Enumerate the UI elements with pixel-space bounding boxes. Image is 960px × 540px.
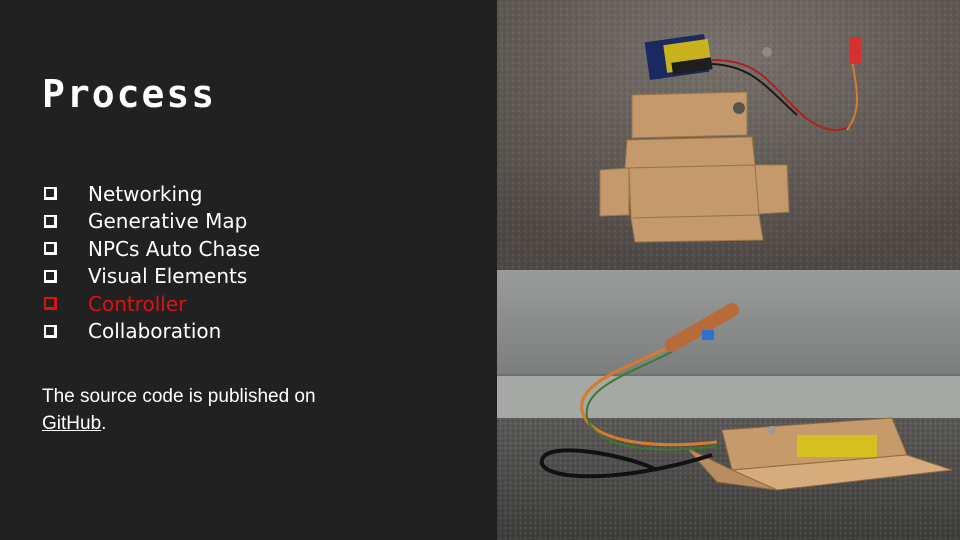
empty-checkbox-icon: [44, 215, 57, 228]
cardboard-template-illustration: [497, 0, 960, 270]
checklist-item-generative-map: Generative Map: [44, 208, 260, 236]
process-checklist: Networking Generative Map NPCs Auto Chas…: [44, 180, 260, 345]
checklist-item-controller: Controller: [44, 290, 260, 318]
checklist-item-networking: Networking: [44, 180, 260, 208]
source-note-text: The source code is published on: [42, 386, 316, 407]
checklist-item-npcs-auto-chase: NPCs Auto Chase: [44, 235, 260, 263]
checklist-item-label: Collaboration: [88, 319, 221, 343]
text-panel: Process Networking Generative Map NPCs A…: [0, 0, 497, 540]
empty-checkbox-icon: [44, 187, 57, 200]
checklist-item-label: Networking: [88, 182, 202, 206]
checklist-item-label: NPCs Auto Chase: [88, 237, 260, 261]
checklist-item-label: Generative Map: [88, 209, 247, 233]
source-note: The source code is published on GitHub.: [42, 383, 372, 437]
empty-checkbox-icon: [44, 297, 57, 310]
source-note-period: .: [101, 413, 106, 434]
checklist-item-label: Controller: [88, 292, 186, 316]
empty-checkbox-icon: [44, 325, 57, 338]
github-link[interactable]: GitHub: [42, 413, 101, 434]
photo-assembled-controller: [497, 270, 960, 540]
checklist-item-collaboration: Collaboration: [44, 318, 260, 346]
checklist-item-label: Visual Elements: [88, 264, 247, 288]
empty-checkbox-icon: [44, 270, 57, 283]
assembled-controller-illustration: [497, 270, 960, 540]
empty-checkbox-icon: [44, 242, 57, 255]
checklist-item-visual-elements: Visual Elements: [44, 263, 260, 291]
photo-cardboard-template: [497, 0, 960, 270]
slide-title: Process: [42, 72, 216, 116]
